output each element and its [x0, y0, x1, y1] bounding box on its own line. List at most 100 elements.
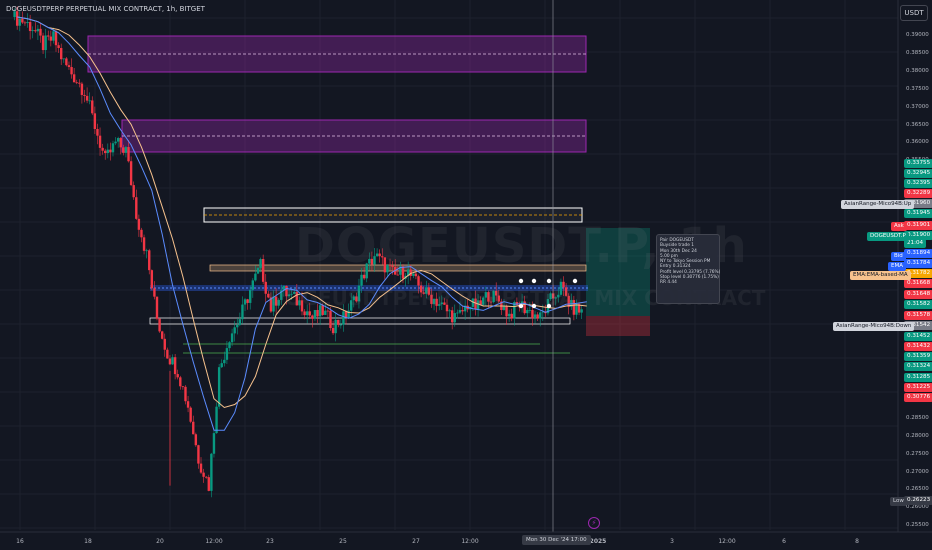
candle-body — [533, 314, 537, 319]
candle-body — [192, 421, 195, 435]
candle-body — [223, 359, 226, 364]
candle-body — [62, 58, 65, 60]
candle-body — [489, 301, 493, 303]
candle-body — [422, 292, 425, 294]
candle-body — [375, 253, 379, 257]
candle-body — [254, 273, 257, 281]
price-tag: 0.31542 — [904, 321, 932, 330]
candle-body — [199, 463, 203, 473]
candle-body — [150, 270, 154, 289]
price-tag: 0.32395 — [904, 179, 932, 188]
candle-body — [567, 295, 570, 307]
candle-body — [526, 310, 529, 314]
candle-body — [109, 149, 112, 153]
candle-body — [334, 319, 337, 334]
candle-body — [122, 147, 125, 153]
ema-based-ma-line — [17, 16, 587, 409]
candle-body — [406, 269, 410, 276]
candle-body — [36, 28, 40, 32]
candle-body — [383, 257, 387, 273]
price-tag: 0.31960 — [904, 199, 932, 208]
candle-body — [26, 22, 29, 23]
candle-body — [339, 324, 343, 326]
candle-body — [396, 274, 400, 276]
price-tag: 0.31945 — [904, 209, 932, 218]
info-line: Stop level 0.30776 (1.75%) — [660, 275, 719, 281]
currency-button[interactable]: USDT — [900, 5, 928, 21]
info-line: Mon 30th Dec 24 — [660, 248, 697, 254]
lightning-icon[interactable]: ⚡ — [588, 517, 600, 529]
candle-body — [425, 287, 428, 294]
purple-zone-upper — [87, 35, 587, 73]
candle-body — [18, 18, 21, 26]
candle-body — [476, 300, 480, 310]
time-tick-label: 16 — [16, 538, 24, 545]
trade-marker-dot — [531, 303, 537, 309]
candle-body — [215, 406, 218, 434]
candle-body — [513, 302, 516, 319]
candle-body — [114, 141, 117, 144]
trade-marker-dot — [518, 278, 524, 284]
candle-body — [409, 269, 412, 276]
ema-line — [17, 16, 587, 431]
candle-body — [96, 128, 99, 136]
candle-body — [564, 287, 568, 296]
candle-body — [142, 237, 146, 251]
candle-body — [49, 36, 53, 41]
trade-marker-dot — [572, 278, 578, 284]
time-tick-label: 12:00 — [461, 538, 479, 545]
time-tick-label: 3 — [670, 538, 674, 545]
price-tag: 0.31901 — [904, 221, 932, 230]
candle-body — [249, 289, 252, 303]
candle-body — [184, 386, 187, 402]
candle-body — [337, 319, 340, 325]
candle-body — [562, 281, 565, 288]
candle-body — [145, 250, 148, 252]
price-tag: 0.31782 — [904, 269, 932, 278]
candle-body — [261, 259, 265, 282]
candle-body — [225, 348, 229, 360]
candle-body — [106, 149, 110, 154]
candle-body — [148, 250, 151, 271]
candle-body — [482, 297, 485, 305]
price-tick-label: 0.37000 — [906, 104, 929, 110]
candle-body — [417, 276, 420, 286]
candle-body — [88, 100, 91, 102]
time-tick-label: 20 — [156, 538, 164, 545]
candle-body — [15, 11, 19, 26]
candle-body — [391, 265, 394, 267]
ema-label: EMA — [888, 262, 906, 271]
candle-body — [331, 328, 335, 334]
candle-body — [386, 264, 389, 273]
candle-body — [557, 294, 560, 298]
candle-body — [505, 306, 508, 317]
candle-body — [202, 472, 205, 477]
price-tick-label: 0.36500 — [906, 122, 929, 128]
candle-body — [259, 259, 262, 268]
candle-body — [401, 266, 405, 279]
candle-body — [580, 309, 583, 313]
candle-body — [228, 342, 231, 349]
candle-body — [277, 299, 280, 306]
candle-body — [474, 298, 477, 310]
candle-body — [54, 31, 58, 46]
candle-body — [83, 94, 86, 96]
candle-body — [427, 287, 431, 295]
candle-body — [329, 310, 332, 329]
candle-body — [39, 28, 42, 36]
candle-body — [461, 310, 464, 312]
candle-body — [189, 407, 192, 422]
candle-body — [479, 300, 482, 305]
candle-body — [295, 292, 299, 306]
candle-body — [432, 298, 436, 304]
candle-body — [204, 476, 208, 478]
time-tick-label: 12:00 — [205, 538, 223, 545]
candle-body — [31, 30, 34, 32]
candle-body — [264, 281, 267, 294]
candle-body — [52, 31, 55, 41]
candle-body — [256, 267, 260, 274]
candle-body — [342, 311, 345, 325]
price-tag: 0.32945 — [904, 169, 932, 178]
